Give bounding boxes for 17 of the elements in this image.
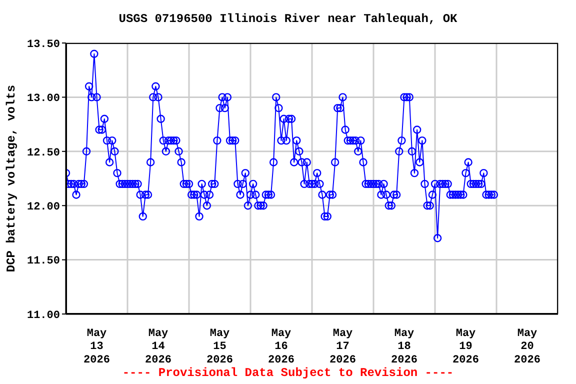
y-tick-label: 11.00 <box>26 310 60 322</box>
x-tick-label: May 15 2026 <box>206 328 233 366</box>
x-tick-label: May 19 2026 <box>452 328 479 366</box>
x-tick-label: May 18 2026 <box>391 328 418 366</box>
x-tick-label: May 20 2026 <box>514 328 540 366</box>
y-tick-label: 13.50 <box>26 38 60 51</box>
chart-title: USGS 07196500 Illinois River near Tahlequah, OK <box>118 12 458 26</box>
y-tick-label: 11.50 <box>26 256 60 268</box>
x-tick-label: May 17 2026 <box>330 328 356 366</box>
y-tick-label: 13.00 <box>26 93 60 106</box>
y-tick-label: 12.00 <box>26 202 60 214</box>
text: ---- Provisional Data Subject to Revision ---- <box>121 366 455 380</box>
x-tick-label: May 13 2026 <box>84 328 110 366</box>
y-axis-title: DCP battery voltage, volts <box>4 84 18 272</box>
x-tick-label: May 14 2026 <box>145 328 172 366</box>
x-tick-label: May 16 2026 <box>268 328 294 366</box>
y-tick-label: 12.50 <box>26 147 60 160</box>
